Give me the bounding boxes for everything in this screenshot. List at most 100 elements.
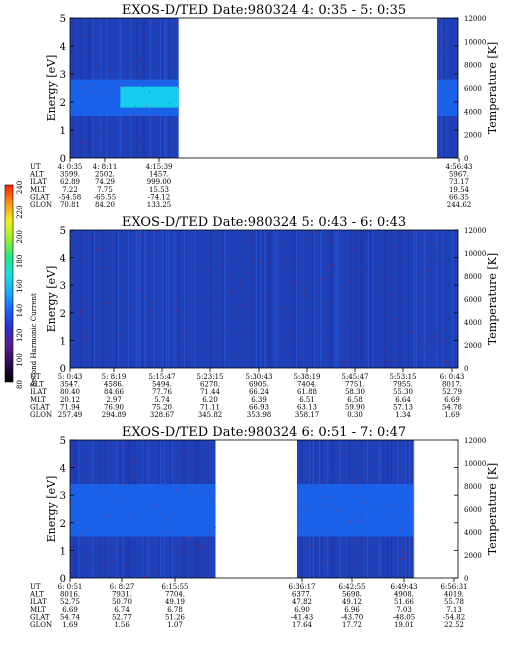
speckle — [176, 300, 178, 302]
texture-streak — [386, 230, 388, 368]
data-segment — [70, 440, 216, 579]
speckle — [140, 113, 142, 115]
speckle — [439, 284, 441, 286]
speckle — [224, 328, 226, 330]
param-value: 59.90 — [345, 403, 365, 411]
param-value: 6:36:17 — [289, 583, 316, 591]
panel-title: EXOS-D/TED Date:980324 6: 0:51 - 7: 0:47 — [122, 425, 406, 440]
speckle — [80, 142, 82, 144]
speckle — [445, 84, 447, 86]
param-value: 75.20 — [152, 403, 172, 411]
speckle — [299, 362, 301, 364]
speckle — [347, 454, 349, 456]
speckle — [368, 462, 370, 464]
param-value: 47.82 — [292, 598, 312, 606]
speckle — [167, 470, 169, 472]
y2-tick-label: 12000 — [464, 227, 486, 235]
speckle — [335, 509, 337, 511]
speckle — [153, 49, 155, 51]
speckle — [247, 271, 249, 273]
speckle — [192, 543, 194, 545]
speckle — [427, 275, 429, 277]
speckle — [76, 236, 78, 238]
speckle — [123, 151, 125, 153]
speckle — [444, 262, 446, 264]
y-tick-label: 1 — [60, 546, 66, 557]
speckle — [386, 553, 388, 555]
speckle — [145, 113, 147, 115]
speckle — [375, 290, 377, 292]
speckle — [154, 115, 156, 117]
speckle — [322, 278, 324, 280]
speckle — [91, 239, 93, 241]
speckle — [142, 143, 144, 145]
speckle — [103, 127, 105, 129]
speckle — [208, 531, 210, 533]
speckle — [417, 337, 419, 339]
speckle — [102, 564, 104, 566]
speckle — [178, 563, 180, 565]
speckle — [168, 122, 170, 124]
energy-band — [437, 79, 458, 116]
param-value: 84.20 — [95, 201, 115, 209]
speckle — [74, 239, 76, 241]
param-value: 353.98 — [247, 411, 272, 419]
speckle — [127, 142, 129, 144]
speckle — [164, 287, 166, 289]
speckle — [320, 532, 322, 534]
speckle — [290, 329, 292, 331]
speckle — [436, 259, 438, 261]
speckle — [163, 345, 165, 347]
y-tick-label: 2 — [60, 519, 66, 530]
speckle — [329, 353, 331, 355]
speckle — [103, 18, 105, 20]
speckle — [453, 363, 455, 365]
speckle — [352, 480, 354, 482]
speckle — [399, 236, 401, 238]
texture-streak — [296, 230, 298, 368]
param-value: 4: 0:35 — [58, 163, 83, 171]
speckle — [331, 476, 333, 478]
speckle — [306, 510, 308, 512]
speckle — [137, 235, 139, 237]
y2-tick-label: 0 — [464, 575, 468, 583]
speckle — [79, 52, 81, 54]
speckle — [389, 294, 391, 296]
speckle — [71, 107, 73, 109]
speckle — [395, 245, 397, 247]
speckle — [304, 288, 306, 290]
speckle — [362, 569, 364, 571]
y-tick-label: 2 — [60, 98, 66, 109]
speckle — [82, 94, 84, 96]
speckle — [396, 254, 398, 256]
speckle — [155, 83, 157, 85]
speckle — [162, 241, 164, 243]
colorbar-tick-label: 140 — [16, 304, 24, 317]
texture-streak — [412, 440, 415, 578]
speckle — [299, 560, 301, 562]
speckle — [416, 319, 418, 321]
texture-streak — [148, 230, 150, 368]
texture-streak — [320, 230, 322, 368]
speckle — [336, 514, 338, 516]
speckle — [400, 529, 402, 531]
speckle — [171, 463, 173, 465]
speckle — [125, 575, 127, 577]
speckle — [151, 364, 153, 366]
speckle — [139, 348, 141, 350]
y2-tick-label: 2000 — [464, 342, 482, 350]
speckle — [369, 442, 371, 444]
y-tick-label: 1 — [60, 126, 66, 137]
speckle — [373, 274, 375, 276]
speckle — [281, 254, 283, 256]
speckle — [434, 243, 436, 245]
speckle — [420, 302, 422, 304]
speckle — [167, 307, 169, 309]
param-value: 20.12 — [60, 396, 80, 404]
speckle — [164, 523, 166, 525]
speckle — [400, 298, 402, 300]
param-value: 22.52 — [444, 621, 464, 629]
speckle — [149, 277, 151, 279]
speckle — [271, 234, 273, 236]
param-value: 55.30 — [393, 388, 413, 396]
